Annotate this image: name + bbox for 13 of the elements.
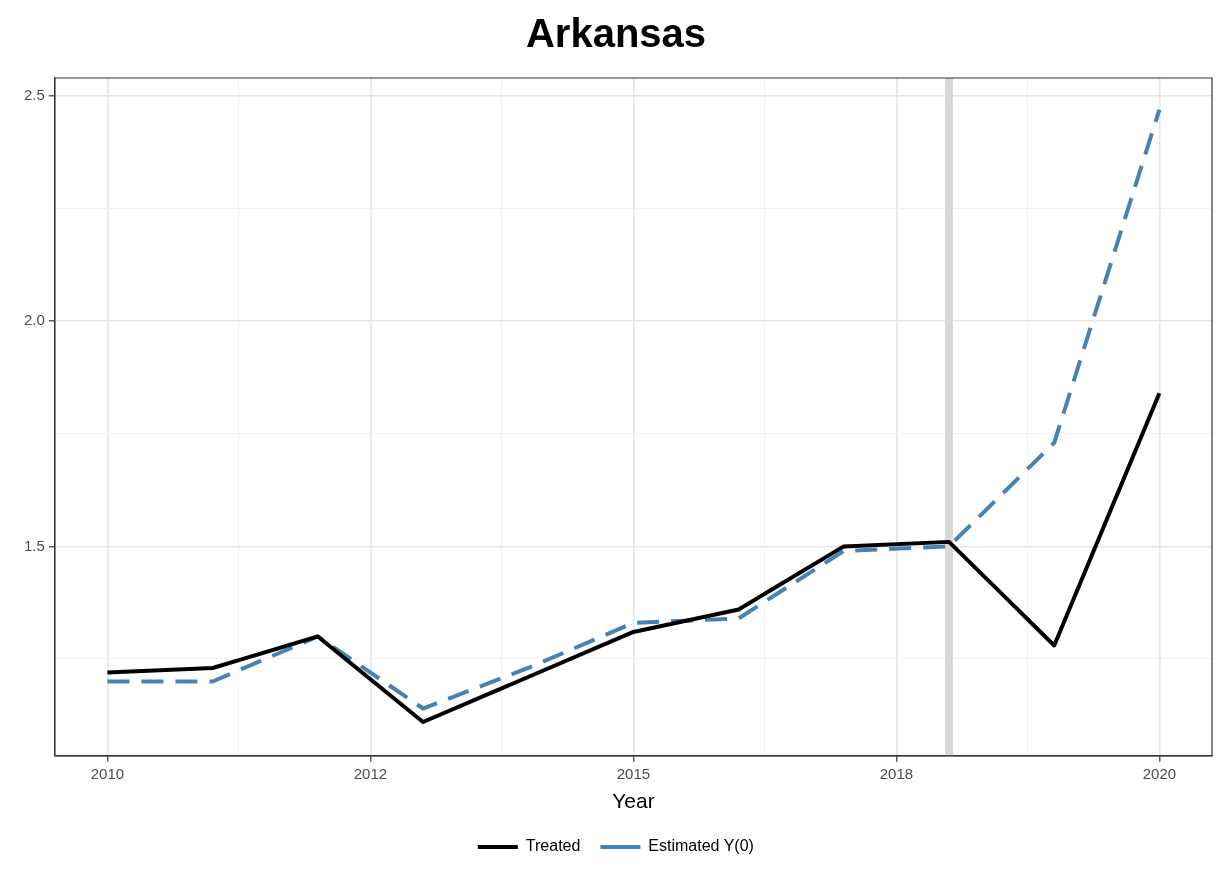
chart-title: Arkansas	[525, 11, 707, 56]
line-series	[105, 107, 1162, 711]
x-tick-label: 2012	[353, 764, 388, 782]
x-tick-label: 2018	[879, 764, 914, 782]
y-tick-label: 2.5	[23, 86, 45, 104]
legend-label: Treated	[525, 837, 581, 855]
y-tick-label: 2.0	[23, 311, 45, 329]
x-tick-label: 2020	[1142, 764, 1177, 782]
x-axis-title: Year	[612, 789, 655, 813]
x-tick-label: 2015	[616, 764, 651, 782]
legend-label: Estimated Y(0)	[648, 837, 754, 855]
y-tick-label: 1.5	[23, 536, 45, 554]
x-tick-label: 2010	[90, 764, 125, 782]
